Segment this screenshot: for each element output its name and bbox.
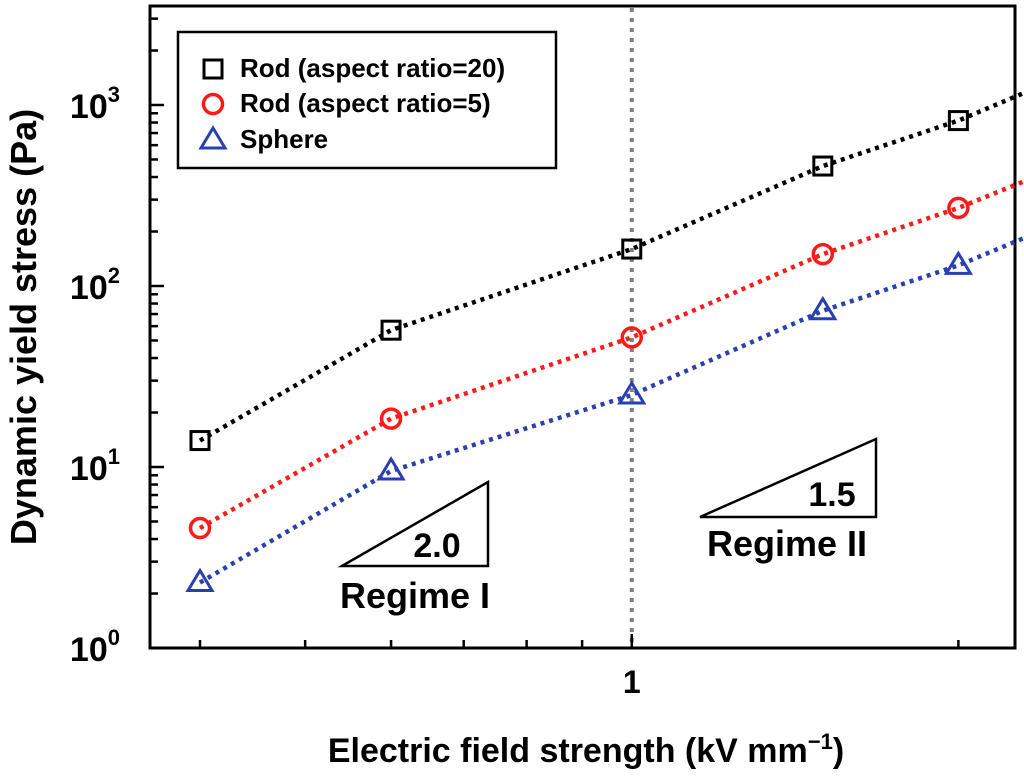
data-point — [617, 380, 647, 405]
legend-label-rod-5: Rod (aspect ratio=5) — [240, 88, 491, 118]
data-point — [185, 567, 215, 593]
x-tick-label: 1 — [623, 664, 641, 700]
data-point — [812, 155, 834, 177]
y-tick-label: 102 — [70, 263, 120, 307]
data-point — [188, 516, 212, 540]
slope-value-regime-2: 1.5 — [808, 476, 855, 514]
data-point — [947, 110, 969, 132]
y-tick-label: 100 — [70, 625, 120, 669]
series-line — [198, 178, 1024, 530]
slope-triangle-regime-1 — [337, 479, 490, 568]
data-point — [380, 319, 402, 341]
legend-box — [176, 30, 558, 170]
series-line — [198, 235, 1024, 585]
y-axis-label: Dynamic yield stress (Pa) — [3, 109, 44, 545]
legend: Rod (aspect ratio=20) Rod (aspect ratio=… — [176, 30, 558, 170]
series-2 — [188, 178, 1024, 540]
data-point — [376, 456, 406, 481]
legend-marker-square — [202, 58, 224, 80]
slope-value-regime-1: 2.0 — [413, 527, 460, 565]
regime-2-label: Regime II — [707, 523, 867, 564]
series-3 — [185, 235, 1024, 593]
data-point — [379, 407, 403, 430]
y-tick-label: 101 — [70, 444, 120, 488]
regime-1-label: Regime I — [340, 575, 490, 616]
data-point — [943, 250, 974, 275]
data-point — [808, 295, 838, 321]
data-point — [189, 430, 211, 452]
y-tick-label: 103 — [70, 82, 120, 126]
data-point — [621, 238, 643, 260]
slope-triangle-regime-2 — [699, 437, 878, 519]
data-point — [947, 196, 970, 220]
series-1 — [189, 90, 1024, 452]
legend-marker-triangle — [198, 125, 228, 150]
data-point — [811, 242, 835, 266]
data-point — [620, 326, 644, 349]
series-layer — [185, 90, 1024, 593]
legend-marker-circle — [201, 92, 225, 116]
x-axis-label: Electric field strength (kV mm−1) — [328, 729, 844, 770]
axis-ticks: 100 101 102 103 1 — [70, 17, 960, 700]
legend-label-sphere: Sphere — [240, 124, 328, 154]
legend-label-rod-20: Rod (aspect ratio=20) — [240, 53, 505, 83]
